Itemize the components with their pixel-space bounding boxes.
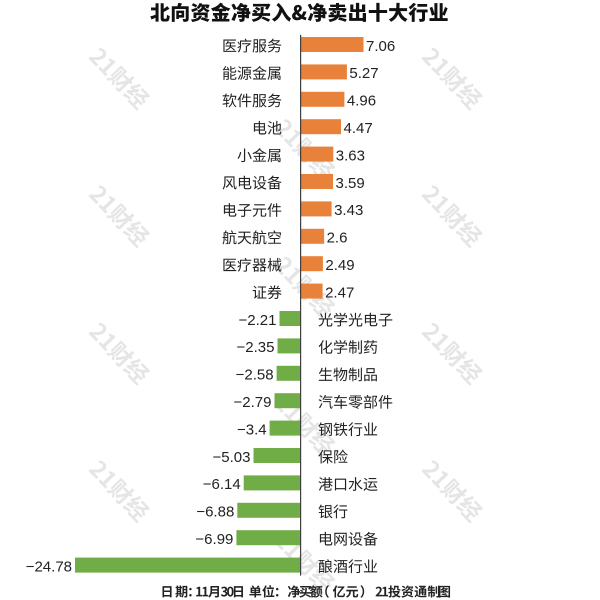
svg-text:−6.14: −6.14 xyxy=(203,476,241,493)
svg-text:−2.58: −2.58 xyxy=(236,367,274,384)
svg-text:2.49: 2.49 xyxy=(325,257,354,274)
svg-text:−2.79: −2.79 xyxy=(234,394,272,411)
svg-text:−2.35: −2.35 xyxy=(237,339,275,356)
svg-text:−5.03: −5.03 xyxy=(213,449,251,466)
svg-text:4.96: 4.96 xyxy=(347,93,376,110)
svg-text:−6.99: −6.99 xyxy=(195,531,233,548)
svg-text:3.63: 3.63 xyxy=(336,147,365,164)
svg-text:3.59: 3.59 xyxy=(336,175,365,192)
svg-text:−6.88: −6.88 xyxy=(196,504,234,521)
svg-text:5.27: 5.27 xyxy=(349,65,378,82)
svg-text:2.6: 2.6 xyxy=(327,230,348,247)
svg-text:−3.4: −3.4 xyxy=(237,421,267,438)
svg-text:2.47: 2.47 xyxy=(325,284,354,301)
svg-text:−24.78: −24.78 xyxy=(26,558,72,575)
svg-text:3.43: 3.43 xyxy=(334,202,363,219)
svg-text:4.47: 4.47 xyxy=(344,120,373,137)
svg-text:−2.21: −2.21 xyxy=(239,312,277,329)
svg-text:7.06: 7.06 xyxy=(366,38,395,55)
